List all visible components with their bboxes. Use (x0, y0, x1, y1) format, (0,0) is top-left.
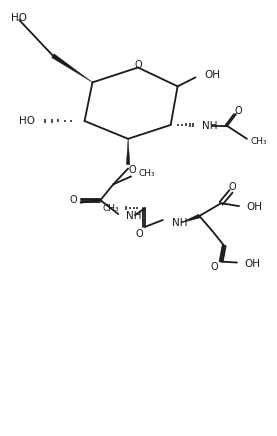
Polygon shape (181, 214, 200, 223)
Polygon shape (126, 139, 130, 164)
Text: NH: NH (126, 211, 142, 221)
Text: HO: HO (11, 13, 27, 23)
Text: O: O (228, 182, 236, 192)
Text: O: O (134, 60, 142, 70)
Text: O: O (70, 195, 78, 205)
Polygon shape (52, 54, 93, 82)
Text: O: O (211, 262, 218, 272)
Text: O: O (128, 166, 136, 175)
Text: CH₃: CH₃ (251, 137, 268, 146)
Text: OH: OH (204, 71, 220, 81)
Text: NH: NH (172, 218, 187, 228)
Text: O: O (234, 106, 242, 116)
Text: CH₃: CH₃ (138, 169, 155, 178)
Text: O: O (135, 229, 143, 239)
Text: HO: HO (19, 116, 35, 126)
Text: OH: OH (244, 259, 260, 269)
Text: CH₃: CH₃ (102, 204, 119, 213)
Text: NH: NH (202, 121, 218, 131)
Text: OH: OH (246, 202, 262, 212)
